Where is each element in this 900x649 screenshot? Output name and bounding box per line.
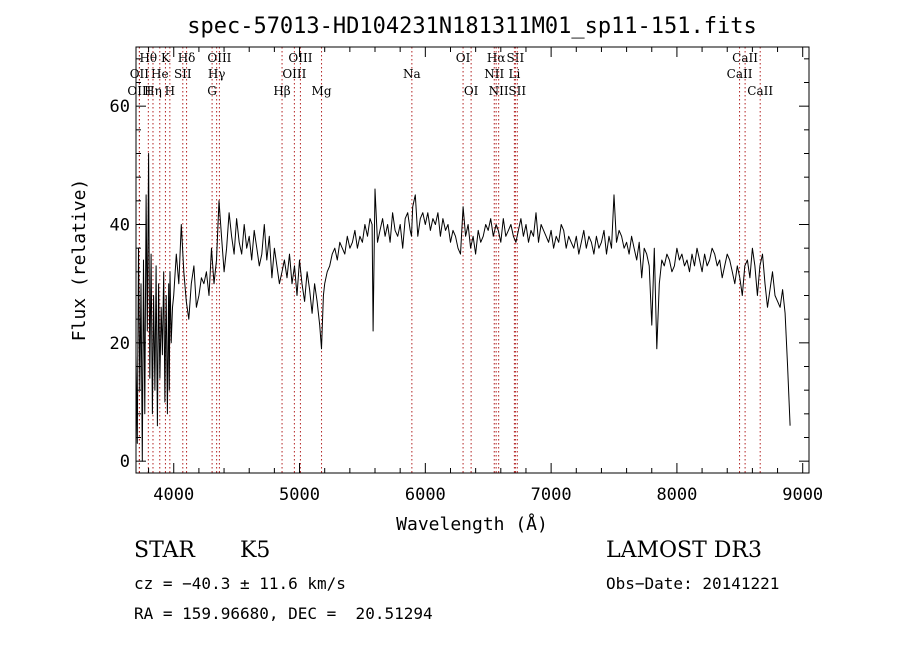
emission-line-label: OIII <box>127 84 151 98</box>
chart-title: spec-57013-HD104231N181311M01_sp11-151.f… <box>187 14 757 39</box>
emission-line-label: Mg <box>312 84 332 98</box>
object-subclass: K5 <box>240 538 271 563</box>
spectrum-layer <box>135 153 791 462</box>
x-axis-label: Wavelength (Å) <box>396 513 548 535</box>
emission-line-label: Hδ <box>178 51 196 65</box>
emission-line-label: Hα <box>487 51 506 65</box>
obs-date-text: Obs−Date: 20141221 <box>606 574 780 593</box>
emission-line-label: CaII <box>747 84 773 98</box>
emission-line-label: OIII <box>207 51 231 65</box>
emission-line-label: Hγ <box>208 67 226 81</box>
y-tick-label: 20 <box>110 334 130 354</box>
x-tick-label: 5000 <box>279 485 320 505</box>
y-axis-label: Flux (relative) <box>69 179 90 342</box>
emission-line-label: OIII <box>282 67 306 81</box>
spectrum-line <box>135 153 791 462</box>
emission-line-label: CaII <box>732 51 758 65</box>
emission-line-label: He <box>151 67 169 81</box>
emission-line-label: Li <box>508 67 520 81</box>
y-tick-label: 60 <box>110 97 130 117</box>
emission-line-label: NII <box>489 84 509 98</box>
object-class: STAR <box>134 538 195 563</box>
survey-label: LAMOST DR3 <box>606 538 762 563</box>
emission-line-label: NII <box>484 67 504 81</box>
x-tick-label: 6000 <box>405 485 446 505</box>
emission-line-label: SII <box>174 67 192 81</box>
emission-line-label: OII <box>130 67 150 81</box>
emission-line-label: SII <box>507 51 525 65</box>
emission-line-label: Hθ <box>139 51 157 65</box>
y-tick-label: 0 <box>120 452 130 472</box>
emission-line-label: H <box>165 84 175 98</box>
emission-line-label: G <box>207 84 217 98</box>
x-tick-label: 8000 <box>656 485 697 505</box>
redshift-text: cz = −40.3 ± 11.6 km/s <box>134 574 346 593</box>
emission-line-label: K <box>161 51 171 65</box>
emission-line-label: SII <box>508 84 526 98</box>
emission-line-label: OI <box>464 84 479 98</box>
x-tick-label: 9000 <box>782 485 823 505</box>
coordinates-text: RA = 159.96680, DEC = 20.51294 <box>134 604 433 623</box>
emission-line-label: Hη <box>144 84 162 98</box>
plot-frame <box>135 46 810 474</box>
emission-line-label: Hβ <box>273 84 290 98</box>
x-tick-label: 7000 <box>531 485 572 505</box>
axis-ticks: 4000 5000 6000 7000 8000 9000 0 20 40 60 <box>110 47 823 505</box>
emission-line-label: OIII <box>288 51 312 65</box>
emission-line-label: OI <box>456 51 471 65</box>
y-tick-label: 40 <box>110 216 130 236</box>
x-tick-label: 4000 <box>153 485 194 505</box>
emission-line-label: Na <box>403 67 421 81</box>
emission-line-label: CaII <box>727 67 753 81</box>
